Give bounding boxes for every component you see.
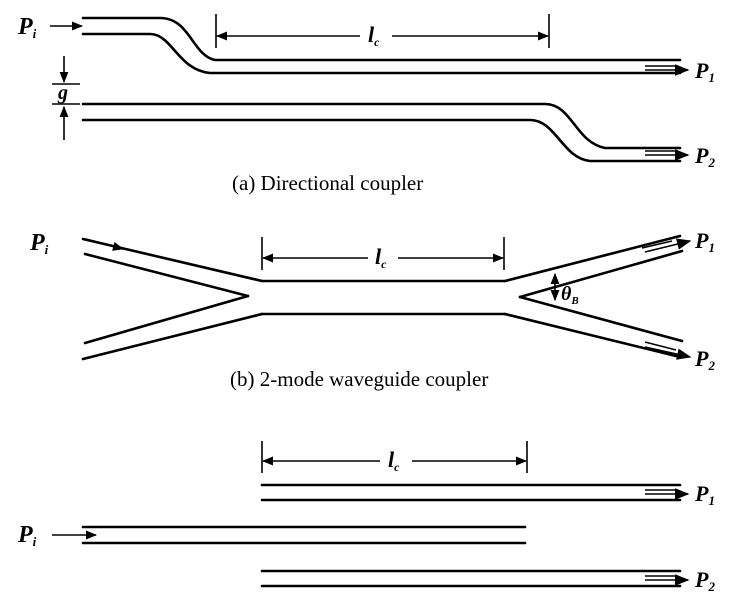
output1-arrow-b — [644, 238, 692, 253]
input-arrow — [85, 238, 125, 251]
left-upper-branch-inner — [83, 252, 250, 298]
right-upper-branch-outer — [503, 234, 682, 283]
left-lower-branch-inner — [83, 294, 250, 345]
two-mode-coupler-diagram: Pi lc θB P1 P2 (b) 2-mode waveguide coup… — [29, 228, 715, 391]
output2-arrow-b — [644, 346, 692, 360]
coupling-length-label: lc — [388, 447, 400, 474]
left-lower-branch-outer — [81, 312, 264, 361]
output2-arrow-a — [644, 341, 677, 351]
right-upper-branch-inner — [518, 249, 684, 299]
output2-power-label: P2 — [694, 567, 715, 594]
coupling-length-label: lc — [375, 244, 387, 271]
upper-waveguide-bottom-edge — [81, 32, 682, 75]
caption-a: (a) Directional coupler — [232, 171, 423, 195]
directional-coupler-diagram: Pi lc g P1 P2 (a) Directional coupler — [17, 14, 715, 195]
lower-waveguide-bottom-edge — [81, 118, 682, 163]
output2-power-label: P2 — [694, 346, 715, 373]
gap-label: g — [57, 82, 68, 104]
output1-power-label: P1 — [694, 228, 715, 255]
upper-waveguide-top-edge — [81, 16, 682, 62]
angle-label: θB — [561, 283, 579, 307]
input-power-label: Pi — [17, 522, 37, 549]
input-power-label: Pi — [29, 230, 49, 257]
output1-power-label: P1 — [694, 481, 715, 508]
output1-power-label: P1 — [694, 58, 715, 85]
three-waveguide-coupler-diagram: Pi lc P1 P2 — [17, 441, 715, 594]
coupling-length-label: lc — [368, 22, 380, 49]
output1-arrow-a — [641, 240, 673, 249]
caption-b: (b) 2-mode waveguide coupler — [230, 367, 488, 391]
output2-power-label: P2 — [694, 143, 715, 170]
right-lower-branch-outer — [503, 312, 682, 359]
right-lower-branch-inner — [518, 295, 684, 343]
lower-waveguide-top-edge — [81, 102, 682, 150]
input-power-label: Pi — [17, 14, 37, 41]
